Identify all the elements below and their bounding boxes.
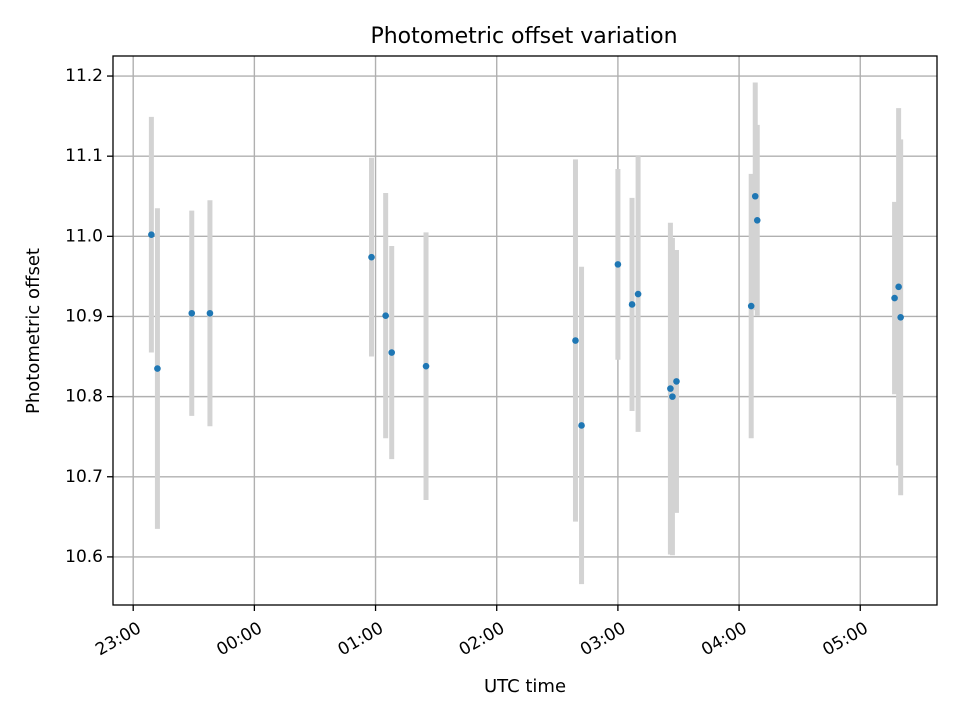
- data-point: [747, 302, 755, 310]
- plot-frame: [112, 55, 938, 606]
- x-tick-label: 02:00: [456, 618, 508, 660]
- y-tick-label: 11.0: [65, 226, 103, 246]
- data-point: [891, 294, 898, 302]
- x-tick-label: 00:00: [213, 618, 265, 660]
- data-point: [368, 253, 375, 261]
- data-point: [388, 349, 396, 356]
- point-layer: [148, 192, 904, 429]
- y-tick-label: 11.1: [65, 146, 103, 166]
- x-tick-label: 01:00: [335, 618, 387, 660]
- data-point: [669, 393, 676, 400]
- data-point: [634, 290, 642, 298]
- y-axis: 10.6 10.7 10.8 10.9 11.0 11.1 11.2: [65, 66, 113, 567]
- data-point: [667, 385, 674, 392]
- x-tick-label: 23:00: [92, 618, 144, 660]
- x-tick-label: 05:00: [819, 618, 871, 660]
- data-point: [897, 313, 904, 321]
- data-point: [382, 312, 389, 319]
- x-axis: 23:00 00:00 01:00 02:00 03:00 04:00 05:00: [92, 605, 872, 660]
- data-point: [188, 309, 196, 317]
- data-point: [628, 301, 636, 308]
- errorbar-layer: [148, 82, 904, 585]
- x-tick-label: 04:00: [698, 618, 750, 660]
- chart-title: Photometric offset variation: [370, 24, 677, 49]
- data-point: [148, 231, 155, 239]
- y-tick-label: 10.7: [65, 467, 103, 487]
- y-axis-label: Photometric offset: [23, 248, 44, 414]
- y-tick-label: 10.8: [65, 387, 103, 407]
- x-axis-label: UTC time: [484, 676, 566, 697]
- y-tick-label: 10.6: [65, 547, 103, 567]
- grid-layer: [113, 56, 937, 605]
- data-point: [673, 378, 680, 385]
- data-point: [751, 192, 759, 200]
- x-tick-label: 03:00: [577, 618, 629, 660]
- data-point: [422, 362, 430, 370]
- data-point: [753, 216, 761, 224]
- data-point: [206, 309, 214, 317]
- data-point: [154, 365, 161, 372]
- data-point: [614, 261, 622, 268]
- y-tick-label: 10.9: [65, 306, 103, 326]
- y-tick-label: 11.2: [65, 66, 103, 86]
- data-point: [895, 283, 902, 291]
- data-point: [578, 422, 585, 429]
- data-point: [572, 337, 579, 344]
